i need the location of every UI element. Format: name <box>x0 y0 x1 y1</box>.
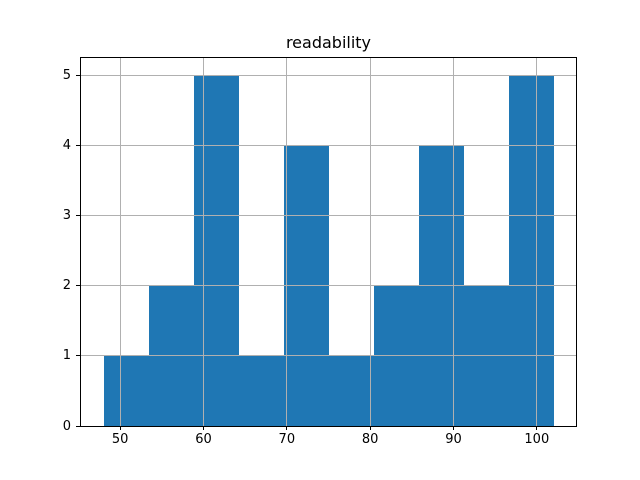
x-tick-label: 70 <box>278 432 296 447</box>
x-tick <box>119 426 121 430</box>
y-gridline <box>81 285 576 287</box>
x-tick <box>286 426 288 430</box>
y-tick <box>76 215 80 217</box>
x-tick-label: 100 <box>524 432 550 447</box>
histogram-bar <box>328 355 374 426</box>
y-gridline <box>81 215 576 217</box>
y-tick-label: 4 <box>62 138 71 154</box>
x-gridline <box>203 58 204 426</box>
x-gridline <box>453 58 454 426</box>
x-tick-label: 90 <box>445 432 462 447</box>
x-tick <box>536 426 538 430</box>
y-tick-label: 2 <box>62 278 71 294</box>
histogram-bar <box>193 75 239 426</box>
x-tick-label: 80 <box>361 432 379 447</box>
x-tick <box>203 426 204 430</box>
x-tick <box>453 426 454 430</box>
histogram-bar <box>508 75 554 426</box>
y-gridline <box>81 355 576 357</box>
chart-title: readability <box>285 33 372 52</box>
y-tick <box>76 285 80 287</box>
x-gridline <box>369 58 371 426</box>
y-tick-label: 5 <box>62 68 71 84</box>
x-tick-label: 60 <box>195 432 212 447</box>
histogram-bar <box>103 355 149 426</box>
y-gridline <box>81 145 576 147</box>
plot-area: 50 60 70 80 90 100 0 1 2 3 4 5 <box>63 57 577 447</box>
y-gridline <box>81 75 576 77</box>
x-tick-label: 50 <box>111 432 129 447</box>
x-gridline <box>119 58 121 426</box>
y-tick-label: 3 <box>62 208 71 224</box>
y-tick-label: 1 <box>62 348 71 364</box>
x-gridline <box>536 58 538 426</box>
y-tick <box>76 425 80 427</box>
histogram-bar <box>238 355 284 426</box>
y-tick-label: 0 <box>62 418 71 434</box>
y-tick <box>76 145 80 147</box>
y-tick <box>76 355 80 357</box>
y-tick <box>76 75 80 77</box>
x-gridline <box>286 58 288 426</box>
x-tick <box>369 426 371 430</box>
